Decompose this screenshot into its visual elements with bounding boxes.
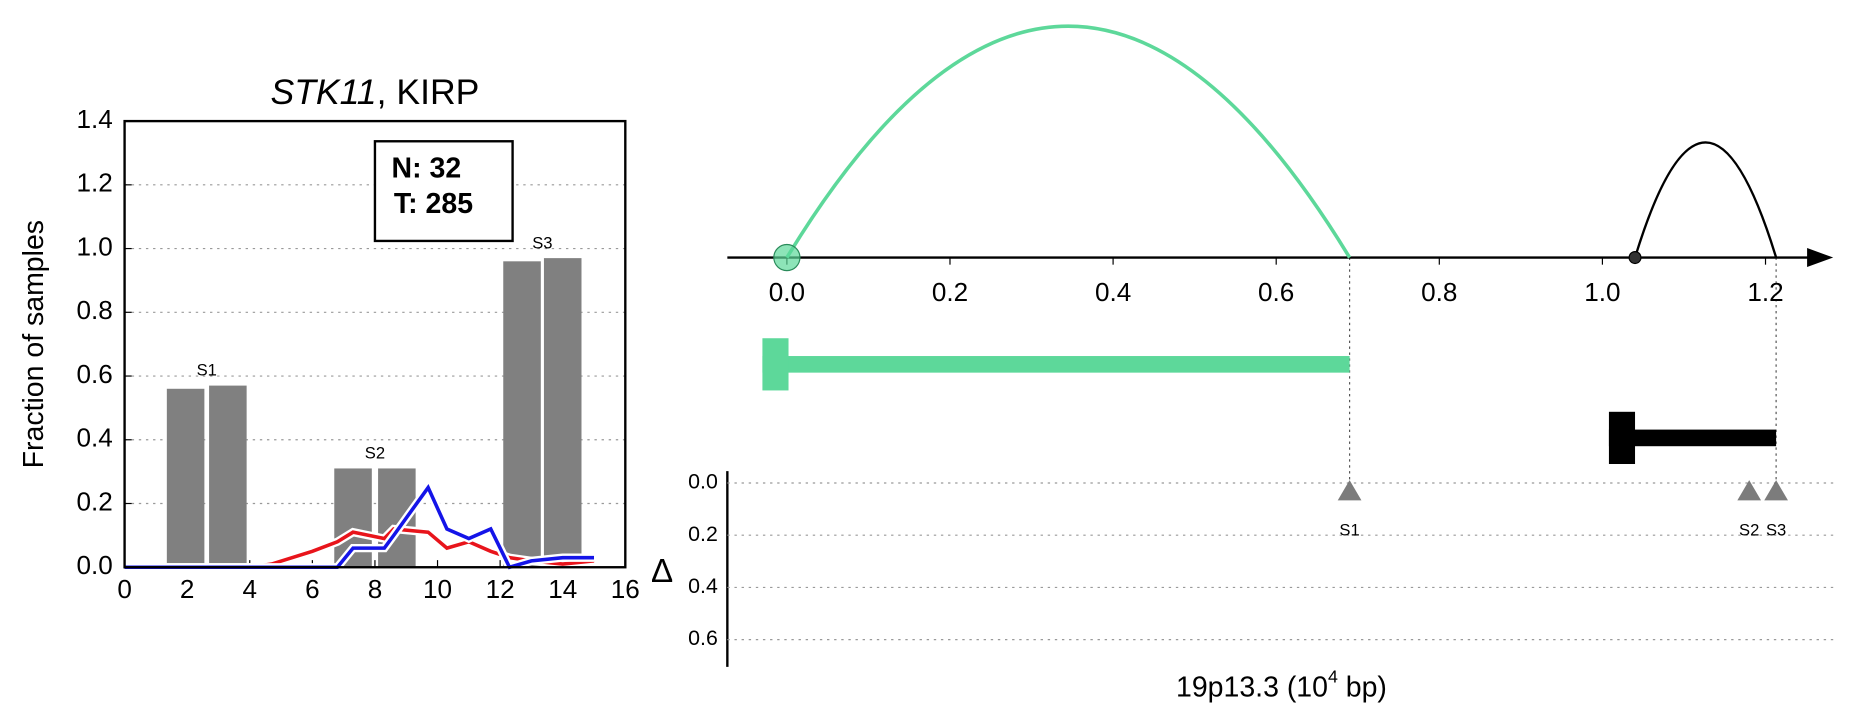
arc [1633, 141, 1778, 258]
y-tick-label: 0.4 [76, 423, 112, 453]
x-tick-label: 4 [243, 574, 258, 604]
x-tick-label: 8 [368, 574, 383, 604]
x-tick-label: 0.2 [932, 277, 968, 307]
chart-title: STK11, KIRP [270, 72, 479, 112]
bar [543, 258, 582, 568]
x-tick-label: 14 [548, 574, 577, 604]
x-tick-label: 16 [611, 574, 640, 604]
y-axis-label: Δ [651, 553, 673, 590]
x-tick-label: 0.0 [769, 277, 805, 307]
x-axis-label-part: 4 [1328, 666, 1338, 686]
marker [1337, 480, 1362, 501]
y-tick-label: 0.0 [76, 550, 112, 580]
marker-label: S2 [1739, 521, 1759, 540]
axis-arrow [1807, 248, 1834, 268]
x-tick-label: 0.8 [1421, 277, 1457, 307]
gene-body [1608, 429, 1777, 447]
gene-cap [762, 338, 789, 391]
gene-body [762, 356, 1350, 373]
y-tick-label: 0.4 [688, 574, 718, 598]
y-tick-label: 0.8 [76, 295, 112, 325]
y-tick-label: 0.2 [76, 486, 112, 516]
bar-group-label: S3 [532, 233, 552, 252]
marker [1764, 480, 1788, 501]
x-tick-label: 0.6 [1258, 277, 1294, 307]
bar [166, 388, 205, 568]
x-tick-label: 1.2 [1747, 277, 1783, 307]
x-tick-label: 0.4 [1095, 277, 1131, 307]
title-part: STK11 [270, 72, 376, 112]
title-part: , KIRP [377, 72, 480, 112]
marker-label: S1 [1339, 521, 1359, 540]
y-tick-label: 0.6 [688, 626, 718, 650]
gene-cap [1608, 411, 1636, 465]
y-tick-label: 1.2 [76, 168, 112, 198]
x-axis-label: 19p13.3 (104 bp) [1176, 666, 1387, 702]
y-tick-label: 0.6 [76, 359, 112, 389]
bar-group-label: S1 [197, 361, 217, 380]
count-text: T: 285 [394, 188, 473, 220]
x-tick-label: 10 [423, 574, 452, 604]
x-tick-label: 12 [486, 574, 515, 604]
y-tick-label: 1.4 [76, 104, 112, 134]
arc-anchor [773, 243, 801, 272]
marker [1737, 480, 1762, 501]
y-tick-label: 0.0 [688, 470, 718, 494]
x-axis-label-part: 19p13.3 (10 [1176, 671, 1328, 703]
x-axis-label-part: bp) [1338, 671, 1387, 703]
marker-label: S3 [1766, 521, 1786, 540]
bar-group-label: S2 [365, 444, 385, 463]
bar [503, 261, 541, 568]
x-tick-label: 1.0 [1584, 277, 1620, 307]
count-box [373, 140, 514, 243]
arc-anchor [1628, 251, 1642, 265]
arc [785, 24, 1352, 259]
count-text: N: 32 [392, 152, 462, 184]
y-tick-label: 1.0 [76, 231, 112, 261]
y-tick-label: 0.2 [688, 522, 718, 546]
y-axis-label: Fraction of samples [18, 220, 50, 468]
x-tick-label: 6 [305, 574, 320, 604]
x-tick-label: 2 [180, 574, 195, 604]
x-tick-label: 0 [117, 574, 132, 604]
bar [209, 385, 247, 568]
plot-frame [123, 119, 627, 569]
